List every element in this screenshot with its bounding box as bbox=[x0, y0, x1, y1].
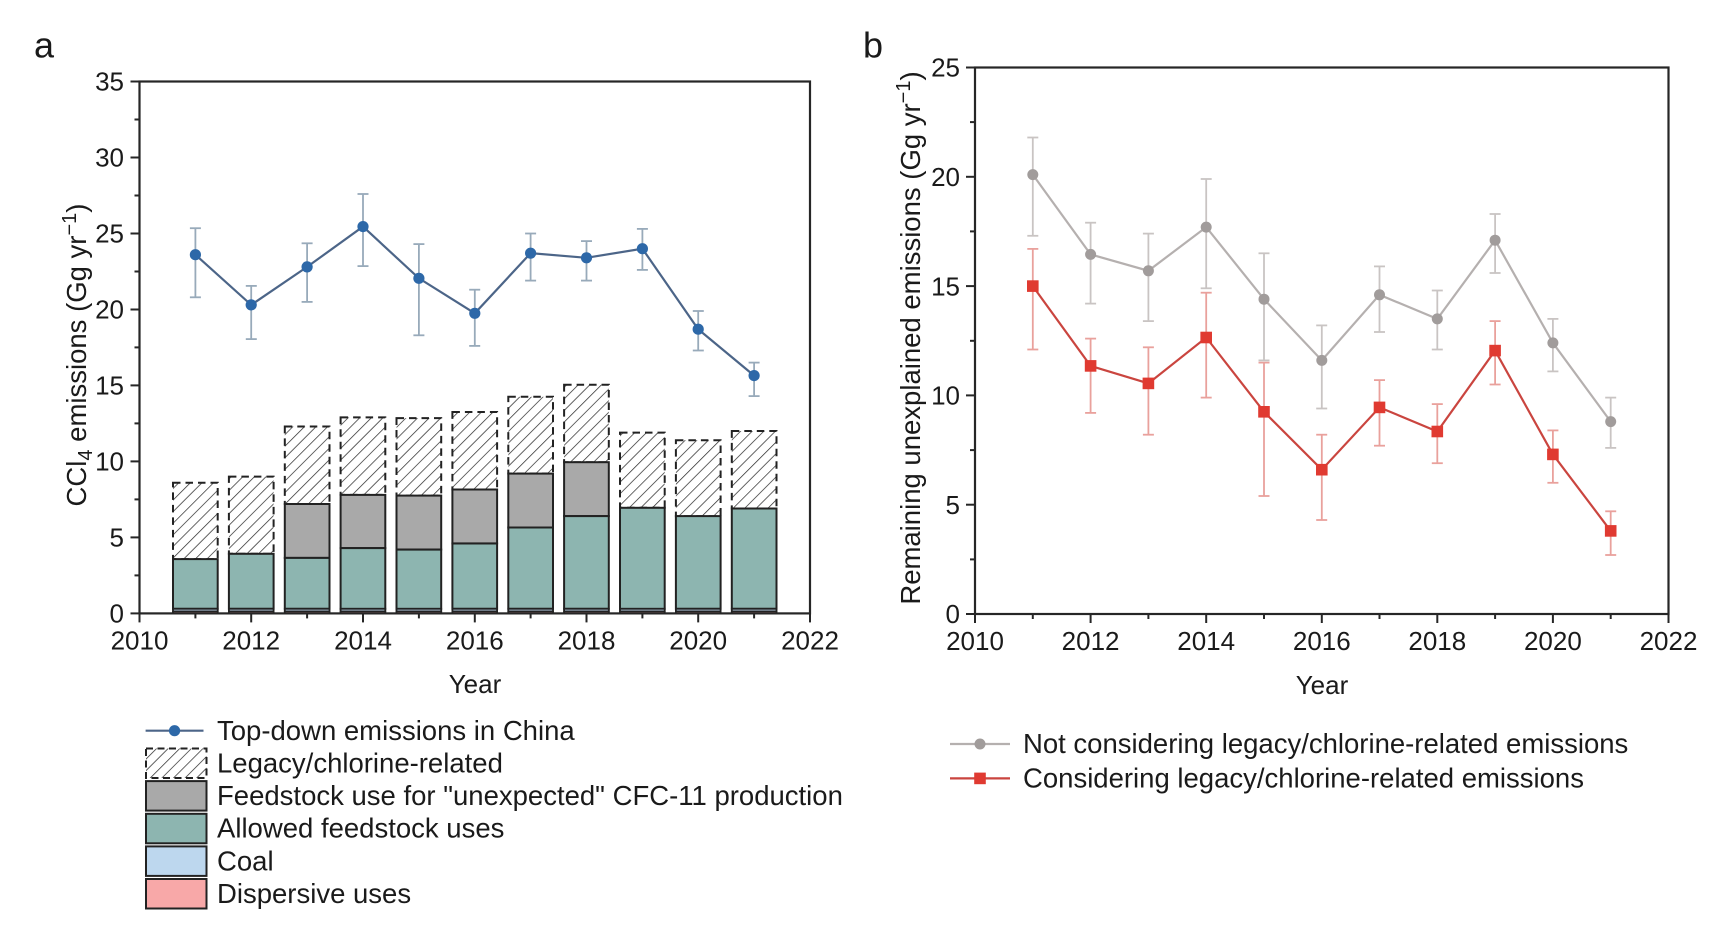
svg-text:5: 5 bbox=[946, 490, 960, 520]
svg-text:b: b bbox=[863, 25, 883, 66]
svg-text:2014: 2014 bbox=[1177, 626, 1235, 656]
svg-text:Feedstock use for "unexpected": Feedstock use for "unexpected" CFC-11 pr… bbox=[217, 780, 843, 811]
svg-text:Year: Year bbox=[1296, 670, 1349, 700]
svg-text:Coal: Coal bbox=[217, 845, 274, 876]
svg-text:10: 10 bbox=[931, 381, 960, 411]
svg-text:15: 15 bbox=[95, 371, 124, 401]
svg-text:2020: 2020 bbox=[1524, 626, 1582, 656]
svg-text:20: 20 bbox=[95, 295, 124, 325]
svg-text:0: 0 bbox=[946, 599, 960, 629]
svg-text:Legacy/chlorine-related: Legacy/chlorine-related bbox=[217, 748, 503, 779]
svg-text:2010: 2010 bbox=[946, 626, 1004, 656]
svg-text:Allowed feedstock uses: Allowed feedstock uses bbox=[217, 813, 504, 844]
svg-text:25: 25 bbox=[931, 53, 960, 83]
svg-text:35: 35 bbox=[95, 67, 124, 97]
svg-text:Top-down emissions in China: Top-down emissions in China bbox=[217, 715, 575, 746]
svg-text:30: 30 bbox=[95, 143, 124, 173]
svg-text:Remaining unexplained emission: Remaining unexplained emissions (Gg yr−1… bbox=[893, 71, 926, 604]
svg-text:a: a bbox=[34, 25, 55, 66]
svg-text:2020: 2020 bbox=[669, 625, 727, 655]
svg-text:2012: 2012 bbox=[222, 625, 280, 655]
svg-text:2010: 2010 bbox=[111, 625, 169, 655]
svg-text:Year: Year bbox=[449, 669, 502, 699]
svg-text:2012: 2012 bbox=[1062, 626, 1120, 656]
svg-text:CCl4 emissions (Gg yr−1): CCl4 emissions (Gg yr−1) bbox=[59, 204, 97, 507]
svg-text:5: 5 bbox=[110, 523, 124, 553]
svg-text:25: 25 bbox=[95, 219, 124, 249]
svg-text:2022: 2022 bbox=[781, 625, 839, 655]
svg-text:2018: 2018 bbox=[1408, 626, 1466, 656]
svg-text:2014: 2014 bbox=[334, 625, 392, 655]
svg-text:10: 10 bbox=[95, 447, 124, 477]
svg-text:2018: 2018 bbox=[558, 625, 616, 655]
svg-text:20: 20 bbox=[931, 162, 960, 192]
svg-text:2022: 2022 bbox=[1640, 626, 1698, 656]
svg-text:Not considering legacy/chlorin: Not considering legacy/chlorine-related … bbox=[1023, 728, 1628, 759]
svg-text:2016: 2016 bbox=[446, 625, 504, 655]
svg-text:15: 15 bbox=[931, 271, 960, 301]
svg-text:Dispersive uses: Dispersive uses bbox=[217, 878, 411, 909]
svg-text:0: 0 bbox=[110, 599, 124, 629]
svg-text:2016: 2016 bbox=[1293, 626, 1351, 656]
svg-text:Considering legacy/chlorine-re: Considering legacy/chlorine-related emis… bbox=[1023, 763, 1584, 794]
